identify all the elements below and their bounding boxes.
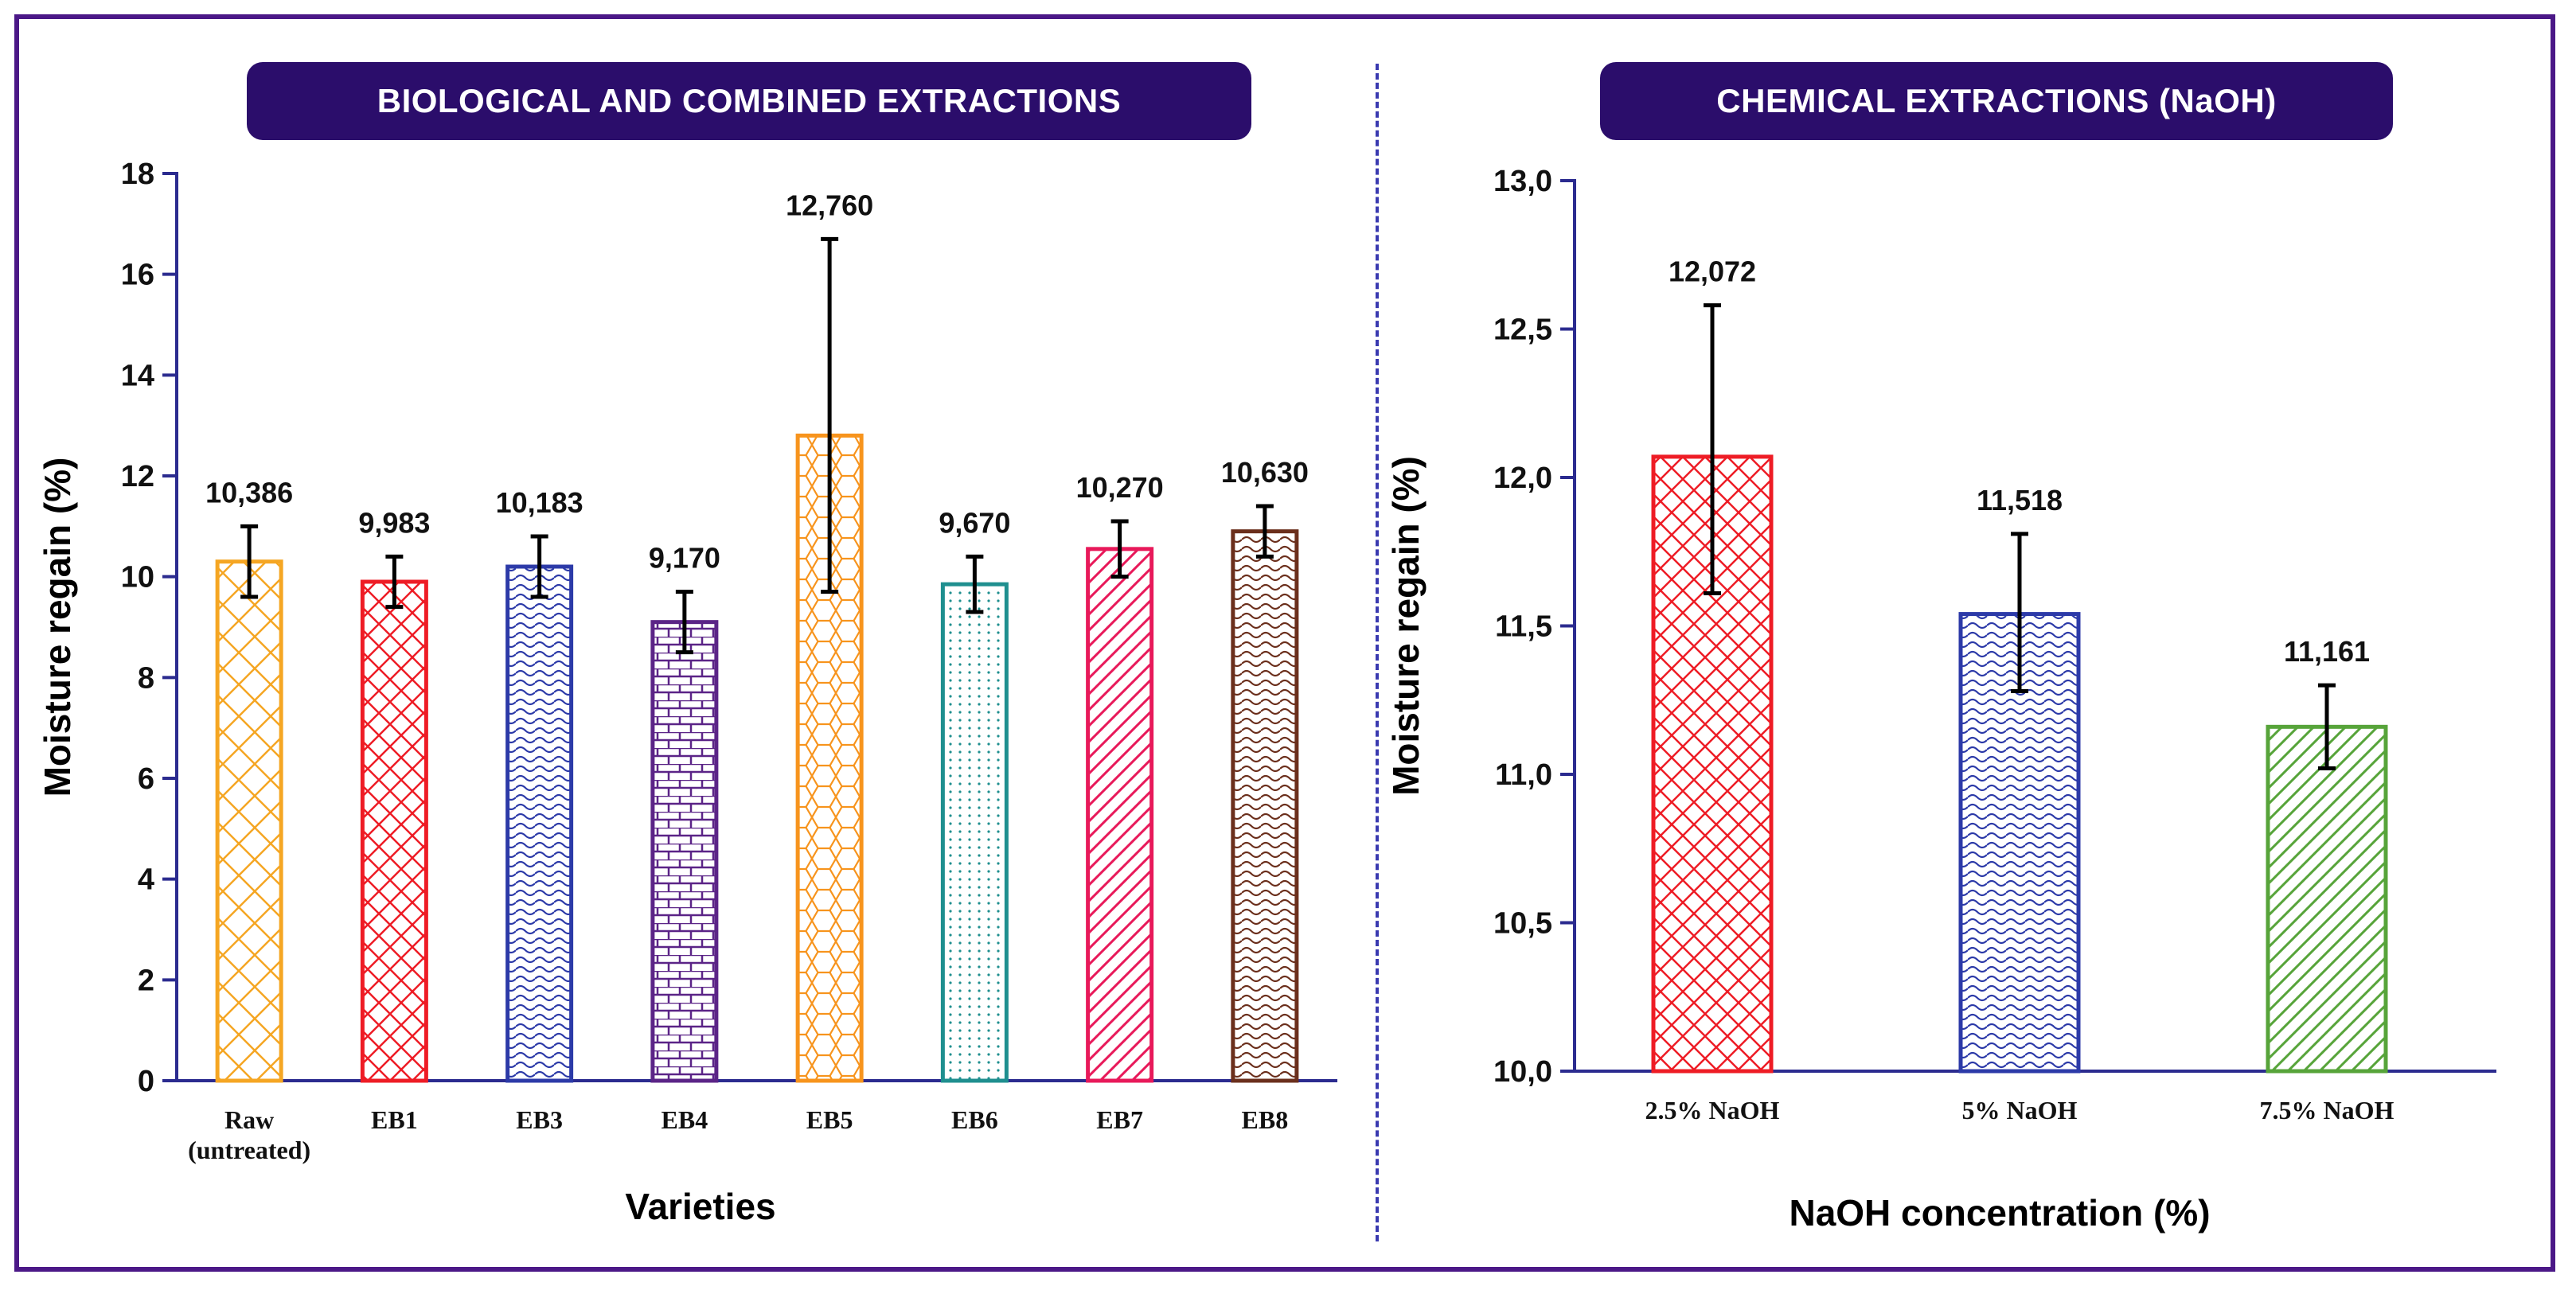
y-tick-label: 16 [121,259,154,292]
y-tick-label: 8 [138,661,154,695]
bar [360,579,428,1083]
data-label: 9,670 [939,506,1010,539]
bar [1086,547,1154,1083]
y-tick-label: 6 [138,762,154,796]
x-category-label: EB7 [1096,1105,1143,1134]
y-axis-title: Moisture regain (%) [1385,456,1427,796]
x-category-label: 5% NaOH [1962,1096,2078,1124]
data-label: 10,183 [496,486,584,519]
x-axis-title: Varieties [625,1186,775,1227]
data-label: 10,630 [1221,456,1309,489]
y-tick-label: 2 [138,964,154,997]
data-label: 12,760 [786,189,873,221]
y-axis-title: Moisture regain (%) [37,458,78,797]
panel-divider [1376,64,1379,1241]
x-category-label: EB3 [516,1105,563,1134]
bar [650,620,719,1083]
data-label: 10,386 [205,476,293,509]
data-label: 12,072 [1669,255,1756,288]
bar [215,559,283,1083]
bar [940,582,1009,1083]
data-label: 11,518 [1977,484,2063,516]
bar [1231,529,1299,1083]
x-category-label: EB5 [806,1105,853,1134]
y-tick-label: 4 [138,863,154,897]
y-tick-label: 12 [121,460,154,493]
x-category-label: EB4 [662,1105,708,1134]
y-tick-label: 11,5 [1495,610,1552,644]
x-category-label: 2.5% NaOH [1645,1096,1780,1124]
right-panel-title: CHEMICAL EXTRACTIONS (NaOH) [1600,62,2393,140]
y-tick-label: 10,5 [1493,907,1552,941]
x-category-label: EB1 [371,1105,418,1134]
y-tick-label: 13,0 [1493,165,1552,198]
right-bar-chart: 10,0 10,5 11,0 11,5 12,0 12,5 13,0 12,072 2.5% N… [1385,165,2496,1233]
left-panel-title: BIOLOGICAL AND COMBINED EXTRACTIONS [247,62,1251,140]
y-tick-label: 10 [121,561,154,594]
x-axis-title: NaOH concentration (%) [1789,1192,2210,1233]
x-category-label: Raw (untreated) [188,1105,310,1164]
bar [2266,724,2388,1074]
x-category-label: 7.5% NaOH [2260,1096,2395,1124]
y-tick-label: 12,5 [1493,314,1552,347]
data-label: 10,270 [1076,471,1164,504]
y-tick-label: 0 [138,1065,154,1098]
data-label: 9,983 [358,506,430,539]
y-tick-label: 11,0 [1495,758,1552,792]
bar [505,564,574,1083]
y-tick-label: 14 [121,359,154,392]
y-tick-label: 12,0 [1493,462,1552,495]
left-bar-chart: 0 2 4 6 8 10 12 14 16 18 10,386 Raw (untreated) 9,983… [37,158,1337,1227]
y-tick-label: 10,0 [1493,1055,1552,1089]
data-label: 9,170 [649,542,720,575]
y-tick-label: 18 [121,158,154,191]
x-category-label: EB6 [951,1105,998,1134]
x-category-label: EB8 [1242,1105,1289,1134]
data-label: 11,161 [2284,635,2370,668]
